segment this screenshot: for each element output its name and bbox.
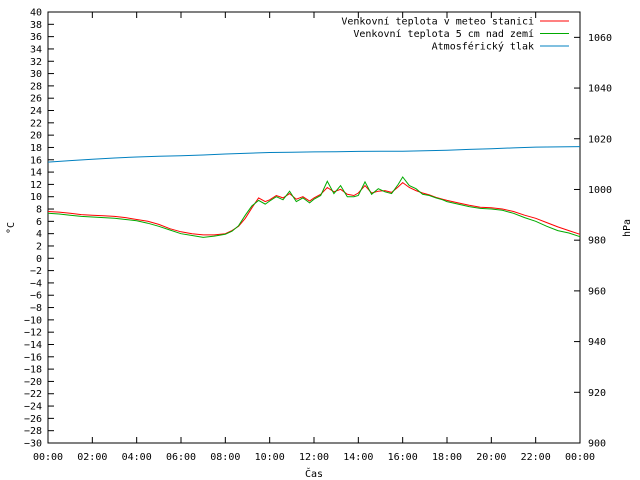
left-tick-label: 2	[36, 241, 42, 252]
left-tick-label: 8	[36, 205, 42, 216]
legend-label: Venkovní teplota 5 cm nad zemí	[353, 28, 534, 40]
x-tick-label: 20:00	[476, 452, 506, 463]
legend-label: Venkovní teplota v meteo stanici	[341, 16, 534, 28]
left-tick-label: 34	[30, 44, 42, 55]
right-tick-label: 980	[588, 236, 606, 247]
x-axis-label: Čas	[305, 467, 323, 480]
left-tick-label: 36	[30, 32, 42, 43]
left-tick-label: 40	[30, 8, 42, 19]
x-tick-label: 06:00	[166, 452, 196, 463]
left-tick-label: 26	[30, 94, 42, 105]
left-tick-label: 28	[30, 81, 42, 92]
left-tick-label: 14	[30, 168, 42, 179]
series-line-2	[47, 176, 581, 238]
left-tick-label: −28	[24, 426, 42, 437]
left-tick-label: −20	[24, 377, 42, 388]
left-axis: −30−28−26−24−22−20−18−16−14−12−10−8−6−4−…	[24, 8, 54, 450]
right-tick-label: 920	[588, 388, 606, 399]
right-tick-label: 960	[588, 286, 606, 297]
left-tick-label: 22	[30, 118, 42, 129]
legend-label: Atmosférický tlak	[432, 41, 534, 53]
left-tick-label: −26	[24, 414, 42, 425]
left-tick-label: −6	[30, 291, 42, 302]
x-tick-label: 16:00	[388, 452, 418, 463]
legend: Venkovní teplota v meteo staniciVenkovní…	[341, 16, 569, 53]
x-tick-label: 12:00	[299, 452, 329, 463]
left-tick-label: −8	[30, 303, 42, 314]
left-tick-label: 16	[30, 155, 42, 166]
right-tick-label: 940	[588, 337, 606, 348]
y-axis-right-label: hPa	[622, 219, 633, 237]
left-tick-label: 32	[30, 57, 42, 68]
x-tick-label: 08:00	[210, 452, 240, 463]
right-tick-label: 900	[588, 439, 606, 450]
series-group	[47, 146, 581, 238]
left-tick-label: −14	[24, 340, 42, 351]
x-tick-label: 04:00	[122, 452, 152, 463]
left-tick-label: −18	[24, 365, 42, 376]
right-axis: 900 920 940 960 980 1000 1020 1040 1060	[574, 33, 612, 450]
x-tick-label: 22:00	[521, 452, 551, 463]
left-tick-label: 0	[36, 254, 42, 265]
left-tick-label: −12	[24, 328, 42, 339]
x-axis: 00:00 02:00 04:00 06:00 08:00 10:00 12:00 14:00…	[33, 12, 595, 463]
series-line-1	[47, 181, 581, 236]
left-tick-label: −2	[30, 266, 42, 277]
x-tick-label: 18:00	[432, 452, 462, 463]
x-tick-label: 02:00	[77, 452, 107, 463]
left-tick-label: 4	[36, 229, 42, 240]
x-tick-label: 14:00	[343, 452, 373, 463]
left-tick-label: 38	[30, 20, 42, 31]
left-tick-label: −30	[24, 439, 42, 450]
left-tick-label: −24	[24, 402, 42, 413]
y-axis-left-label: °C	[6, 222, 17, 234]
series-line-3	[47, 146, 581, 163]
x-tick-label: 00:00	[565, 452, 595, 463]
x-tick-label: 10:00	[255, 452, 285, 463]
left-tick-label: 18	[30, 143, 42, 154]
left-tick-label: −22	[24, 389, 42, 400]
left-tick-label: 30	[30, 69, 42, 80]
right-tick-label: 1020	[588, 134, 612, 145]
left-tick-label: 20	[30, 131, 42, 142]
x-tick-label: 00:00	[33, 452, 63, 463]
right-tick-label: 1000	[588, 185, 612, 196]
left-tick-label: −4	[30, 278, 42, 289]
left-tick-label: 12	[30, 180, 42, 191]
left-tick-label: −16	[24, 352, 42, 363]
left-tick-label: 24	[30, 106, 42, 117]
right-tick-label: 1040	[588, 84, 612, 95]
left-tick-label: −10	[24, 315, 42, 326]
left-tick-label: 10	[30, 192, 42, 203]
right-tick-label: 1060	[588, 33, 612, 44]
left-tick-label: 6	[36, 217, 42, 228]
